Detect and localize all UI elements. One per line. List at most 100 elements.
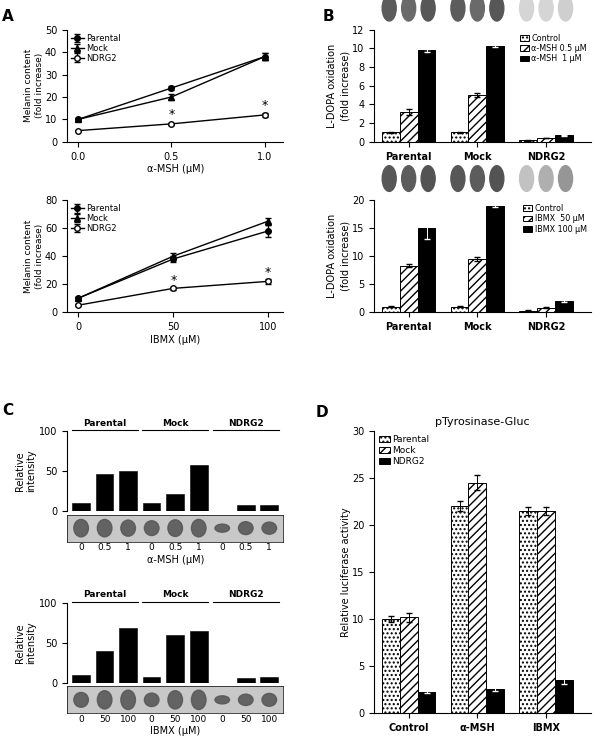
Text: *: * (492, 698, 498, 710)
Ellipse shape (262, 522, 276, 534)
Bar (72, 504, 90, 511)
Ellipse shape (239, 522, 253, 535)
Bar (537, 308, 555, 312)
Ellipse shape (97, 691, 112, 709)
Bar (143, 504, 161, 511)
Circle shape (519, 166, 533, 192)
Bar (72, 675, 90, 683)
Ellipse shape (215, 695, 230, 704)
X-axis label: IBMX (μM): IBMX (μM) (150, 727, 200, 736)
Bar (119, 471, 137, 511)
Circle shape (470, 166, 484, 192)
Text: L-DOPA oxidation: L-DOPA oxidation (326, 44, 337, 128)
Y-axis label: Relative
intensity: Relative intensity (15, 622, 36, 664)
Bar (96, 651, 113, 683)
Y-axis label: Relative
intensity: Relative intensity (15, 450, 36, 493)
Bar (537, 511, 555, 713)
Bar (261, 677, 278, 683)
Bar (382, 307, 400, 312)
Bar (382, 619, 400, 713)
Text: *: * (168, 108, 175, 120)
X-axis label: α-MSH (μM): α-MSH (μM) (147, 555, 204, 565)
Bar (418, 51, 435, 142)
Y-axis label: Melanin content
(fold increase): Melanin content (fold increase) (24, 219, 43, 293)
X-axis label: IBMX (μM): IBMX (μM) (150, 334, 200, 345)
Bar (487, 206, 504, 312)
Circle shape (519, 0, 533, 21)
Legend: Control, IBMX  50 μM, IBMX 100 μM: Control, IBMX 50 μM, IBMX 100 μM (523, 204, 586, 233)
Ellipse shape (239, 694, 253, 706)
Circle shape (558, 0, 572, 21)
Bar (468, 483, 487, 713)
Text: *: * (561, 698, 567, 710)
Bar (519, 311, 537, 312)
X-axis label: α-MSH (μM): α-MSH (μM) (147, 164, 204, 175)
Bar (400, 266, 418, 312)
Circle shape (470, 0, 484, 21)
Text: Mock: Mock (162, 590, 188, 600)
Bar (468, 95, 487, 142)
Bar (400, 112, 418, 142)
Bar (166, 635, 184, 683)
Ellipse shape (191, 690, 206, 710)
Text: A: A (2, 9, 14, 24)
Bar (418, 692, 435, 713)
Legend: Parental, Mock, NDRG2: Parental, Mock, NDRG2 (71, 204, 121, 233)
Text: Parental: Parental (83, 418, 126, 427)
Bar (519, 140, 537, 142)
Circle shape (382, 0, 396, 21)
Circle shape (558, 166, 572, 192)
Bar (237, 678, 255, 683)
Bar (96, 473, 113, 511)
Ellipse shape (121, 520, 135, 536)
Ellipse shape (168, 520, 183, 536)
Circle shape (402, 166, 416, 192)
Circle shape (421, 166, 435, 192)
Text: B: B (322, 9, 334, 24)
Ellipse shape (144, 521, 159, 536)
Text: NDRG2: NDRG2 (228, 590, 264, 600)
Text: *: * (265, 266, 272, 279)
Bar (166, 494, 184, 511)
Bar (261, 505, 278, 511)
Y-axis label: Relative luciferase activity: Relative luciferase activity (340, 507, 351, 637)
Circle shape (490, 166, 504, 192)
Bar (555, 681, 573, 713)
Title: pTyrosinase-Gluc: pTyrosinase-Gluc (435, 418, 530, 427)
Bar (190, 631, 208, 683)
Text: *: * (423, 698, 429, 710)
Bar (451, 132, 468, 142)
Bar (119, 629, 137, 683)
Bar (237, 505, 255, 511)
Text: NDRG2: NDRG2 (228, 418, 264, 427)
Y-axis label: Melanin content
(fold increase): Melanin content (fold increase) (24, 49, 43, 123)
Y-axis label: (fold increase): (fold increase) (341, 221, 351, 291)
Bar (555, 301, 573, 312)
Circle shape (451, 166, 465, 192)
Circle shape (539, 0, 553, 21)
Text: C: C (2, 403, 13, 418)
Circle shape (421, 0, 435, 21)
Circle shape (490, 0, 504, 21)
Legend: Parental, Mock, NDRG2: Parental, Mock, NDRG2 (71, 34, 121, 62)
Circle shape (382, 166, 396, 192)
Circle shape (451, 0, 465, 21)
Ellipse shape (74, 519, 88, 537)
Text: Parental: Parental (83, 590, 126, 600)
Ellipse shape (144, 693, 159, 707)
Bar (537, 138, 555, 142)
Bar (143, 677, 161, 683)
Bar (190, 466, 208, 511)
Legend: Control, α-MSH 0.5 μM, α-MSH  1 μM: Control, α-MSH 0.5 μM, α-MSH 1 μM (520, 33, 586, 63)
Bar (451, 307, 468, 312)
Ellipse shape (168, 691, 183, 709)
Text: *: * (170, 274, 177, 287)
Ellipse shape (97, 519, 112, 537)
Bar (468, 259, 487, 312)
Ellipse shape (215, 524, 230, 532)
Ellipse shape (74, 692, 88, 707)
Text: *: * (262, 99, 268, 111)
Bar (555, 135, 573, 142)
Text: D: D (316, 405, 328, 420)
Y-axis label: (fold increase): (fold increase) (341, 51, 351, 121)
